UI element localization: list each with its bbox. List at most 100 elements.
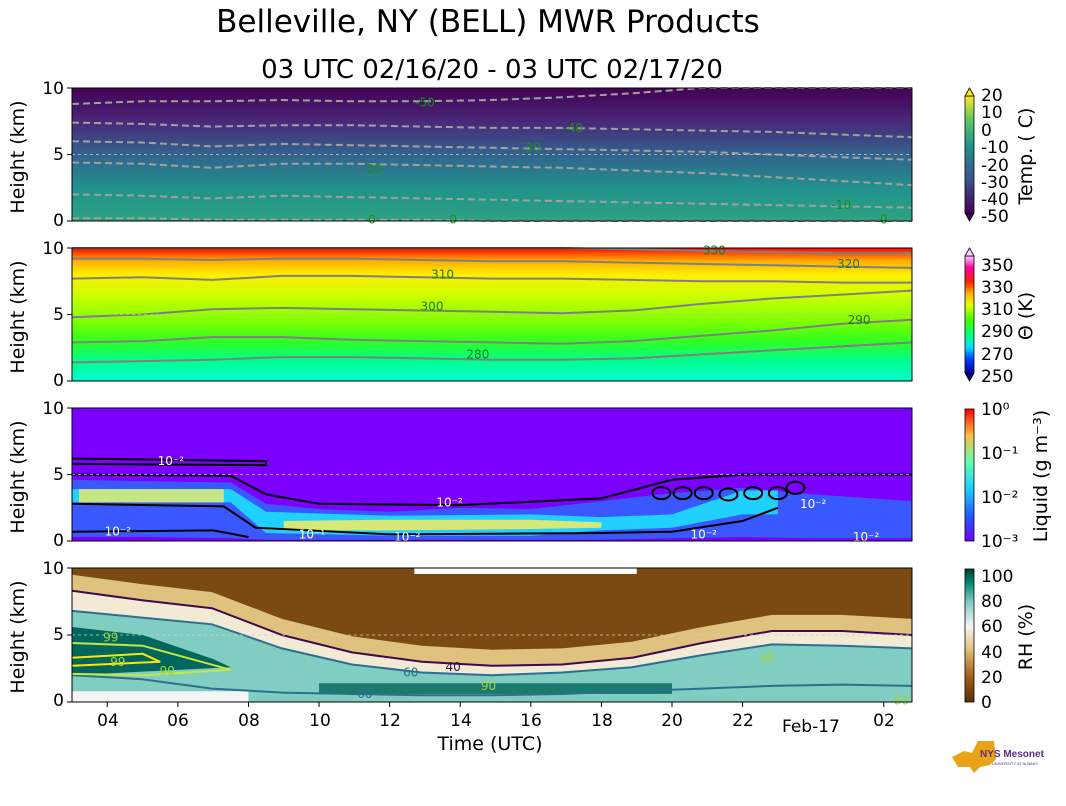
logo-text: NYS Mesonet [980, 749, 1045, 760]
rh-contour-label: 60 [403, 666, 418, 680]
theta-contour [71, 289, 913, 319]
cbar-tick: 350 [981, 256, 1014, 276]
cbar-tick: -30 [981, 173, 1009, 193]
liquid-contour [71, 502, 779, 536]
rh-contour-60 [71, 609, 913, 677]
rh-contour-99 [71, 652, 161, 667]
liquid-cell-contour [743, 486, 764, 501]
x-tick-label: 08 [238, 711, 260, 731]
cbar-tick: 80 [981, 592, 1003, 612]
temp-contour [71, 161, 913, 187]
figure-subtitle: 03 UTC 02/16/20 - 03 UTC 02/17/20 [261, 55, 723, 85]
rh-contour-label: 99 [103, 631, 118, 645]
theta-contour [72, 257, 913, 269]
rh-surface-band [72, 691, 249, 702]
temp-ytick: 0 [53, 211, 64, 231]
rh-contour-label: 90 [481, 679, 496, 693]
rh-contour-label: 90 [760, 651, 775, 665]
liquid-contour-label: 10⁻² [800, 497, 827, 511]
rh-contour-60-low [71, 674, 913, 697]
liquid-contour-label: 10⁻² [158, 454, 185, 468]
liquid-contour [71, 529, 249, 538]
liquid-contour-label: 10⁻² [105, 525, 132, 539]
cbar-tick: -40 [981, 190, 1009, 210]
rh-ytick: 5 [53, 625, 64, 645]
temp-ytick: 10 [42, 79, 64, 99]
temp-ytick: 5 [53, 145, 64, 165]
temp-contour-label: 0 [880, 213, 888, 227]
nys-mesonet-logo: NYS Mesonet UNIVERSITY AT ALBANY [952, 741, 1045, 773]
rh-contour-label: 40 [446, 660, 461, 674]
rh-contour-label: 90 [160, 664, 175, 678]
temp-contour [71, 87, 912, 105]
temp-contour-label: -30 [521, 141, 541, 155]
liquid-cell-contour [767, 486, 788, 501]
rh-ytick: 0 [53, 691, 64, 711]
theta-contour [71, 341, 913, 364]
liquid-contour [71, 457, 268, 467]
cbar-tick: 60 [981, 617, 1003, 637]
cbar-tick: 100 [981, 567, 1014, 587]
x-tick-label: 06 [167, 711, 189, 731]
cbar-tick: -10 [981, 138, 1009, 158]
theta-contour-label: 300 [421, 300, 444, 314]
liquid-cell-contour [651, 486, 672, 501]
x-tick-label: 04 [97, 711, 119, 731]
cbar-tick: 10⁰ [981, 400, 1010, 420]
temp-contour [71, 193, 913, 209]
cbar-tick: -20 [981, 156, 1009, 176]
liquid-cell-contour [718, 487, 739, 502]
cbar-tick: 40 [981, 643, 1003, 663]
rh-low-moist [319, 683, 672, 694]
temp-colorbar-bottom-extend [964, 212, 975, 222]
temp-contour-label: 0 [368, 213, 376, 227]
cbar-tick: 310 [981, 300, 1014, 320]
theta-contour-label: 310 [431, 268, 454, 282]
cbar-tick: 20 [981, 668, 1003, 688]
theta-contour-label: 280 [466, 347, 489, 361]
cbar-label-temp-text: Temp. ( C) [1015, 107, 1037, 205]
theta-contour-label: 330 [703, 244, 726, 258]
x-axis-label: Time (UTC) [437, 733, 543, 755]
rh-missing-top [414, 568, 637, 574]
temp-contour [71, 121, 913, 139]
cbar-tick: 0 [981, 121, 992, 141]
logo-subtext: UNIVERSITY AT ALBANY [992, 761, 1039, 766]
theta-colorbar-top-extend [964, 247, 975, 257]
theta-ytick: 10 [42, 239, 64, 259]
cbar-tick: 250 [981, 367, 1014, 387]
rh-colorbar [964, 568, 975, 703]
temp-colorbar [964, 95, 975, 214]
cbar-label-liquid: Liquid (g m⁻³) [1030, 409, 1052, 543]
x-tick-label: 14 [450, 711, 472, 731]
theta-contour [71, 274, 912, 284]
liquid-contour-label: 10⁻¹ [299, 527, 326, 541]
theta-colorbar [964, 255, 975, 374]
cbar-tick: 10⁻² [981, 488, 1019, 508]
cbar-label-theta: Θ (K) [1015, 291, 1037, 341]
liquid-cell-contour [693, 486, 714, 501]
liquid-cell-contour [672, 486, 693, 501]
liquid-contour-label: 10⁻² [394, 530, 421, 544]
cbar-tick: 270 [981, 345, 1014, 365]
cbar-tick: 20 [981, 86, 1003, 106]
cbar-tick: 290 [981, 322, 1014, 342]
theta-contour [71, 318, 913, 345]
liquid-ytick: 0 [53, 531, 64, 551]
liquid-ytick: 10 [42, 399, 64, 419]
x-tick-label: 20 [661, 711, 683, 731]
liquid-contour-label: 10⁻² [691, 527, 718, 541]
temp-contour-label: -10 [832, 198, 852, 212]
liquid-early-peak [79, 489, 224, 503]
x-tick-label: 22 [732, 711, 754, 731]
x-tick-label: 18 [591, 711, 613, 731]
liquid-contour [71, 473, 912, 507]
liquid-cloud-peak [283, 519, 602, 531]
cbar-label-rh: RH (%) [1015, 603, 1037, 671]
cbar-tick: 10⁻¹ [981, 444, 1019, 464]
theta-contour-label: 290 [848, 313, 871, 327]
liquid-contour-label: 10⁻² [436, 495, 463, 509]
cbar-tick: 10 [981, 103, 1003, 123]
